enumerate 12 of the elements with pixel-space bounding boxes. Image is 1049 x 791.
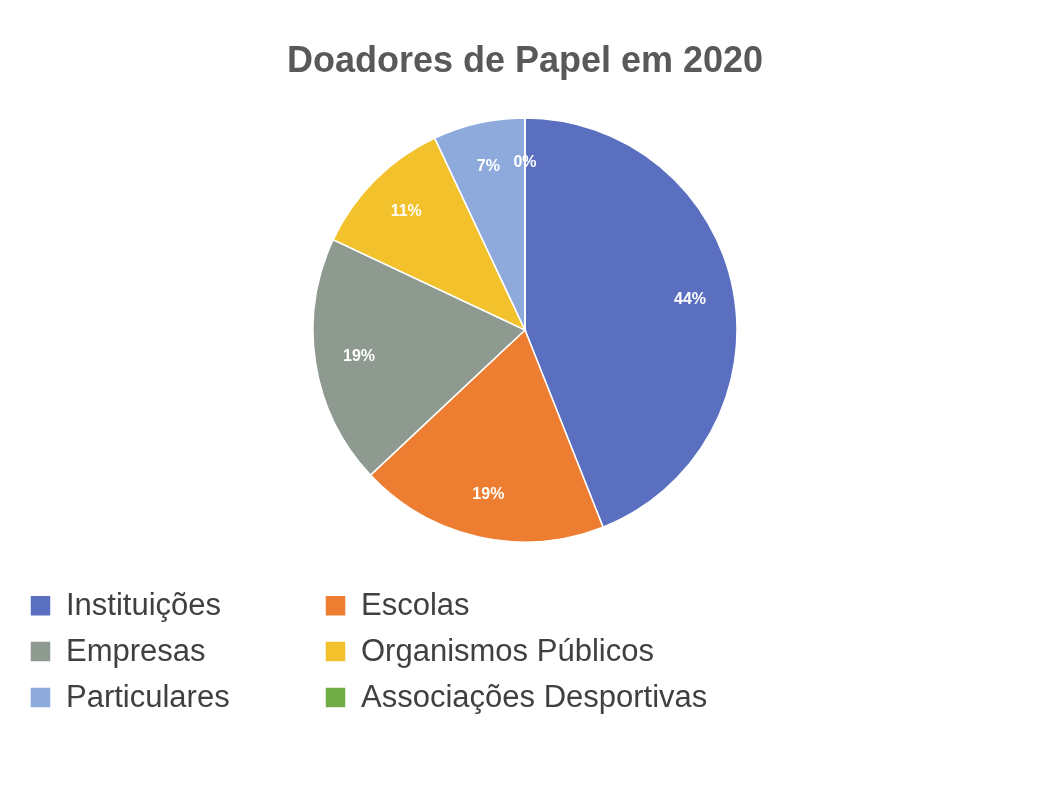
data-label: 44%: [674, 289, 707, 307]
data-label: 19%: [343, 347, 376, 365]
data-label: 19%: [472, 484, 505, 502]
legend-label: Escolas: [361, 586, 470, 622]
legend-label: Instituições: [66, 586, 222, 622]
legend-label: Particulares: [66, 678, 230, 714]
legend-label: Empresas: [66, 632, 206, 668]
legend-label: Associações Desportivas: [361, 678, 708, 714]
chart-title: Doadores de Papel em 2020: [286, 39, 764, 80]
data-label: 11%: [390, 202, 422, 220]
legend-label: Organismos Públicos: [361, 632, 654, 668]
data-label: 7%: [476, 157, 500, 175]
